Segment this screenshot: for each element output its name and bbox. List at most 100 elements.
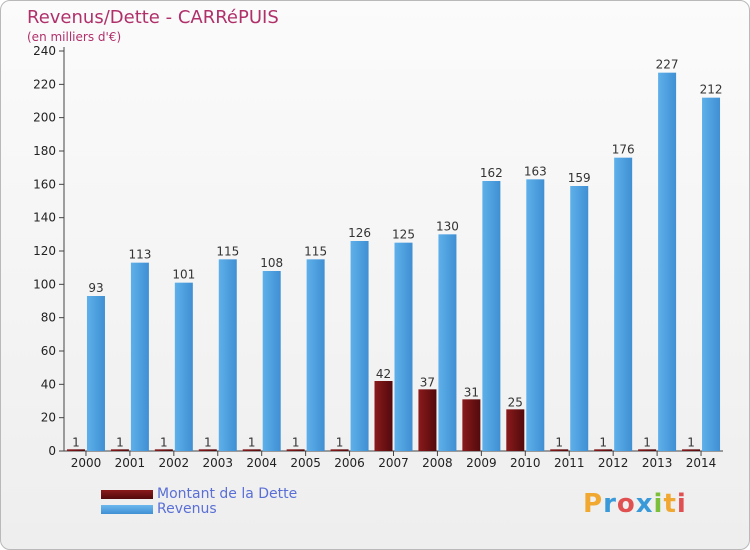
y-tick-label: 220 xyxy=(33,77,56,91)
data-label-revenus: 130 xyxy=(436,219,459,233)
x-tick-label: 2007 xyxy=(378,456,409,470)
x-tick-label: 2014 xyxy=(686,456,717,470)
data-label-dette: 1 xyxy=(248,435,256,449)
legend-label-dette: Montant de la Dette xyxy=(157,486,298,502)
data-label-dette: 1 xyxy=(72,435,80,449)
x-tick-label: 2013 xyxy=(642,456,673,470)
y-tick-label: 40 xyxy=(41,377,56,391)
bar-dette xyxy=(66,449,85,451)
data-label-revenus: 176 xyxy=(612,143,635,157)
y-tick-label: 120 xyxy=(33,244,56,258)
bars xyxy=(66,72,721,452)
axes: 0 20 40 60 80 100 120 140 160 180 200 220 240 2000 200… xyxy=(33,44,723,470)
bar-dette xyxy=(462,399,481,451)
data-label-revenus: 93 xyxy=(88,281,103,295)
data-label-revenus: 115 xyxy=(304,244,327,258)
x-tick-label: 2004 xyxy=(246,456,277,470)
bar-dette xyxy=(374,381,393,451)
x-tick-label: 2002 xyxy=(159,456,190,470)
data-label-dette: 1 xyxy=(336,435,344,449)
data-label-dette: 31 xyxy=(464,385,479,399)
bar-revenus xyxy=(262,271,281,451)
bar-dette xyxy=(330,449,349,451)
bar-revenus xyxy=(702,97,721,452)
data-label-dette: 1 xyxy=(687,435,695,449)
bar-revenus xyxy=(438,234,457,451)
x-tick-label: 2008 xyxy=(422,456,453,470)
data-label-revenus: 212 xyxy=(700,83,723,97)
data-label-revenus: 159 xyxy=(568,171,591,185)
chart-title: Revenus/Dette - CARRéPUIS xyxy=(27,7,279,28)
bar-revenus xyxy=(306,259,325,451)
x-tick-label: 2012 xyxy=(598,456,629,470)
bar-dette xyxy=(506,409,525,451)
y-tick-label: 100 xyxy=(33,277,56,291)
bar-revenus xyxy=(394,242,413,451)
y-tick-label: 60 xyxy=(41,344,56,358)
x-tick-label: 2003 xyxy=(202,456,233,470)
data-label-revenus: 125 xyxy=(392,228,415,242)
legend-swatch-revenus xyxy=(101,505,153,514)
bar-dette xyxy=(682,449,701,451)
data-label-revenus: 162 xyxy=(480,166,503,180)
chart-subtitle: (en milliers d'€) xyxy=(27,30,122,44)
x-tick-label: 2000 xyxy=(71,456,102,470)
bar-revenus xyxy=(218,259,237,451)
bar-revenus xyxy=(350,241,369,451)
proxiti-logo: Proxiti xyxy=(583,489,687,519)
x-tick-label: 2005 xyxy=(290,456,321,470)
bar-dette xyxy=(550,449,569,451)
data-label-dette: 1 xyxy=(292,435,300,449)
data-label-revenus: 227 xyxy=(656,58,679,72)
bar-revenus xyxy=(482,181,501,451)
logo-text: Proxiti xyxy=(583,489,687,519)
bar-revenus xyxy=(174,282,193,451)
data-label-dette: 1 xyxy=(160,435,168,449)
data-label-dette: 37 xyxy=(420,375,435,389)
bar-dette xyxy=(110,449,129,451)
bar-dette xyxy=(286,449,305,451)
data-label-dette: 1 xyxy=(599,435,607,449)
data-label-revenus: 163 xyxy=(524,164,547,178)
x-tick-label: 2001 xyxy=(115,456,146,470)
y-tick-label: 240 xyxy=(33,44,56,58)
data-labels: 1931113110111151108111511264212537130311… xyxy=(72,58,722,450)
data-label-revenus: 113 xyxy=(128,248,151,262)
data-label-dette: 25 xyxy=(508,395,523,409)
y-tick-label: 20 xyxy=(41,411,56,425)
data-label-revenus: 108 xyxy=(260,256,283,270)
x-tick-label: 2009 xyxy=(466,456,497,470)
data-label-dette: 1 xyxy=(555,435,563,449)
bar-revenus xyxy=(570,186,589,451)
y-tick-label: 200 xyxy=(33,111,56,125)
bar-dette xyxy=(198,449,217,451)
bar-dette xyxy=(242,449,261,451)
data-label-dette: 1 xyxy=(116,435,124,449)
bar-revenus xyxy=(86,296,105,451)
x-tick-label: 2011 xyxy=(554,456,585,470)
y-tick-label: 160 xyxy=(33,177,56,191)
data-label-dette: 1 xyxy=(643,435,651,449)
bar-dette xyxy=(154,449,173,451)
bar-revenus xyxy=(658,72,677,452)
y-tick-label: 80 xyxy=(41,311,56,325)
data-label-revenus: 101 xyxy=(172,268,195,282)
bar-dette xyxy=(638,449,657,451)
bar-revenus xyxy=(614,157,633,451)
bar-dette xyxy=(594,449,613,451)
bar-revenus xyxy=(526,179,545,452)
legend-swatch-dette xyxy=(101,490,153,499)
y-tick-label: 180 xyxy=(33,144,56,158)
data-label-revenus: 115 xyxy=(216,244,239,258)
x-tick-label: 2006 xyxy=(334,456,365,470)
y-tick-label: 0 xyxy=(48,444,56,458)
bar-revenus xyxy=(130,262,149,451)
legend-label-revenus: Revenus xyxy=(157,501,217,517)
data-label-revenus: 126 xyxy=(348,226,371,240)
y-tick-label: 140 xyxy=(33,211,56,225)
data-label-dette: 1 xyxy=(204,435,212,449)
bar-dette xyxy=(418,389,437,451)
data-label-dette: 42 xyxy=(376,367,391,381)
